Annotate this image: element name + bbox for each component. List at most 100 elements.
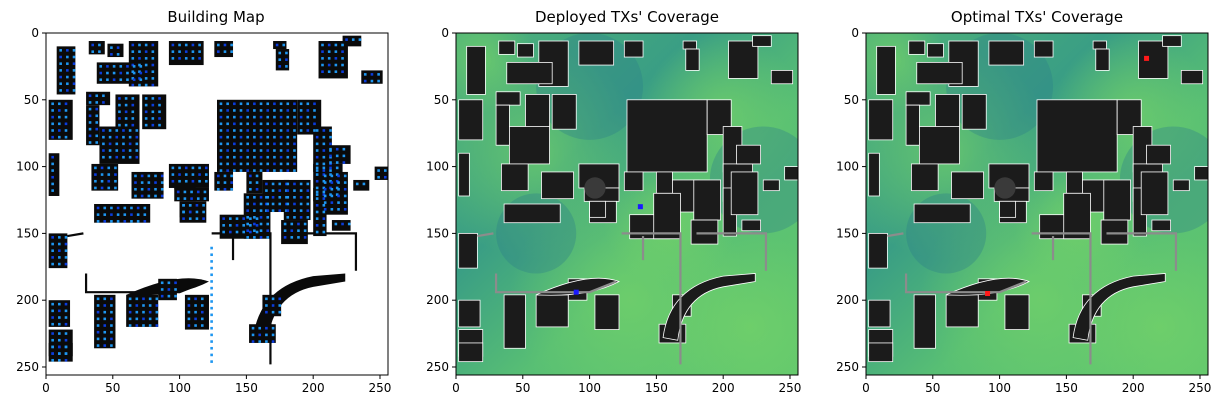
candidate-tx-point	[323, 201, 327, 204]
candidate-tx-point	[64, 122, 68, 126]
candidate-tx-point	[103, 310, 107, 314]
candidate-tx-point	[315, 155, 319, 159]
candidate-tx-point	[190, 190, 193, 194]
candidate-tx-point	[347, 222, 351, 226]
candidate-tx-point	[271, 297, 275, 301]
building	[88, 41, 105, 55]
candidate-tx-point	[259, 142, 263, 146]
wall-structure	[286, 232, 358, 271]
candidate-tx-point	[114, 166, 117, 170]
candidate-tx-point	[108, 155, 112, 159]
candidate-tx-point	[136, 213, 140, 216]
candidate-tx-point	[131, 97, 135, 100]
candidate-tx-point	[253, 169, 256, 172]
lens-building	[535, 277, 620, 296]
building	[913, 203, 971, 224]
candidate-tx-point	[110, 310, 113, 314]
candidate-tx-point	[266, 209, 270, 212]
candidate-tx-point	[155, 317, 159, 321]
candidate-tx-point	[135, 297, 139, 301]
candidate-tx-point	[210, 353, 213, 357]
candidate-tx-point	[160, 288, 164, 291]
building	[1103, 179, 1131, 221]
candidate-tx-point	[329, 147, 332, 151]
candidate-tx-point	[103, 337, 107, 341]
candidate-tx-point	[107, 173, 111, 176]
candidate-tx-point	[335, 154, 339, 158]
round-building	[584, 177, 606, 199]
candidate-tx-point	[144, 110, 148, 114]
wall-structure	[494, 273, 617, 294]
candidate-tx-point	[249, 187, 252, 191]
candidate-tx-point	[59, 75, 62, 79]
candidate-tx-point	[51, 358, 54, 362]
candidate-tx-point	[271, 333, 275, 337]
candidate-tx-point	[64, 129, 68, 132]
candidate-tx-point	[144, 43, 148, 47]
candidate-tx-point	[204, 166, 208, 170]
candidate-tx-point	[51, 249, 54, 253]
candidate-tx-point	[253, 115, 256, 119]
candidate-tx-point	[299, 115, 303, 119]
candidate-tx-point	[144, 123, 148, 127]
candidate-tx-point	[342, 154, 346, 158]
candidate-tx-point	[210, 313, 213, 317]
candidate-tx-point	[278, 65, 282, 68]
candidate-tx-point	[155, 310, 159, 314]
candidate-tx-point	[217, 50, 220, 53]
candidate-tx-point	[217, 187, 220, 191]
candidate-tx-point	[144, 117, 148, 120]
candidate-tx-point	[329, 193, 332, 196]
candidate-tx-point	[194, 297, 197, 301]
building	[214, 41, 234, 58]
candidate-tx-point	[88, 101, 92, 104]
candidate-tx-point	[72, 69, 76, 72]
candidate-tx-point	[306, 216, 310, 219]
candidate-tx-point	[235, 217, 239, 220]
candidate-tx-point	[322, 142, 326, 146]
building	[495, 91, 521, 106]
building	[685, 48, 700, 71]
candidate-tx-point	[131, 57, 135, 60]
candidate-tx-point	[226, 162, 229, 166]
candidate-tx-point	[108, 149, 112, 152]
candidate-tx-point	[136, 220, 140, 223]
x-tick-label: 0	[42, 381, 50, 395]
candidate-tx-point	[315, 204, 319, 207]
candidate-tx-point	[321, 43, 324, 47]
candidate-tx-point	[217, 174, 220, 178]
candidate-tx-point	[128, 310, 132, 314]
candidate-tx-point	[337, 201, 340, 204]
candidate-tx-point	[144, 70, 148, 74]
candidate-tx-point	[174, 294, 177, 298]
candidate-tx-point	[249, 217, 252, 220]
candidate-tx-point	[194, 317, 197, 321]
building-map-image	[46, 33, 388, 375]
candidate-tx-point	[160, 174, 164, 178]
candidate-tx-point	[297, 236, 300, 239]
candidate-tx-point	[322, 166, 326, 170]
candidate-tx-point	[188, 210, 192, 214]
candidate-tx-point	[306, 209, 310, 212]
candidate-tx-point	[200, 324, 204, 327]
candidate-tx-point	[229, 224, 232, 227]
candidate-tx-point	[279, 102, 283, 106]
candidate-tx-point	[286, 109, 290, 112]
candidate-tx-point	[142, 324, 145, 327]
candidate-tx-point	[66, 82, 69, 86]
candidate-tx-point	[255, 230, 259, 234]
candidate-tx-point	[194, 324, 197, 327]
candidate-tx-point	[118, 110, 121, 114]
candidate-tx-point	[239, 135, 243, 139]
candidate-tx-point	[51, 129, 54, 132]
candidate-tx-point	[122, 135, 125, 139]
candidate-tx-point	[96, 220, 100, 223]
candidate-tx-point	[226, 135, 229, 139]
candidate-tx-point	[285, 209, 288, 212]
lens-building	[126, 278, 209, 296]
candidate-tx-point	[278, 209, 282, 212]
candidate-tx-point	[293, 182, 296, 186]
candidate-tx-point	[343, 181, 347, 184]
candidate-tx-point	[158, 110, 161, 114]
